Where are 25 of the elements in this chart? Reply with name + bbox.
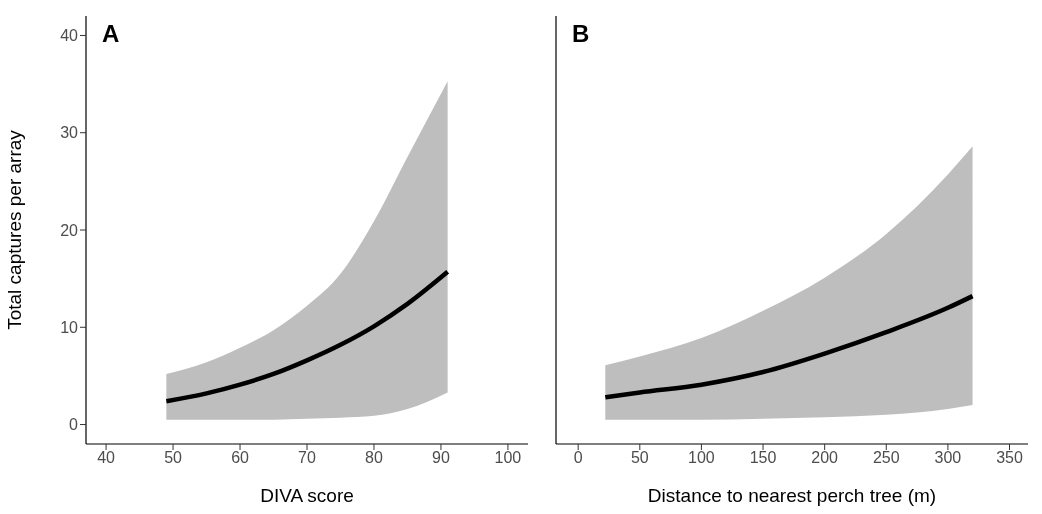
y-tick-label: 0 xyxy=(69,416,79,434)
x-tick-label: 200 xyxy=(811,449,839,467)
y-tick-label: 10 xyxy=(60,318,79,336)
y-tick-label: 40 xyxy=(60,27,79,45)
x-tick-label: 100 xyxy=(688,449,715,467)
x-tick-label: 80 xyxy=(365,449,383,467)
x-tick-label: 150 xyxy=(749,449,777,467)
x-axis-title: DIVA score xyxy=(260,485,354,506)
x-tick-label: 60 xyxy=(231,449,250,467)
x-tick-label: 40 xyxy=(97,449,116,467)
x-axis-title: Distance to nearest perch tree (m) xyxy=(647,485,937,506)
x-tick-label: 70 xyxy=(298,449,316,467)
x-tick-label: 50 xyxy=(164,449,183,467)
chart-title: A xyxy=(102,20,120,48)
x-tick-label: 50 xyxy=(630,449,649,467)
line-series xyxy=(164,269,450,404)
x-tick-label: 100 xyxy=(494,449,522,467)
x-tick-label: 90 xyxy=(432,449,450,467)
x-tick-label: 250 xyxy=(872,449,900,467)
x-tick-label: 350 xyxy=(996,449,1023,467)
y-tick-label: 20 xyxy=(60,221,79,239)
x-tick-label: 0 xyxy=(573,449,583,467)
x-tick-label: 300 xyxy=(934,449,962,467)
chart-title: B xyxy=(572,20,590,48)
y-tick-label: 30 xyxy=(60,124,79,142)
